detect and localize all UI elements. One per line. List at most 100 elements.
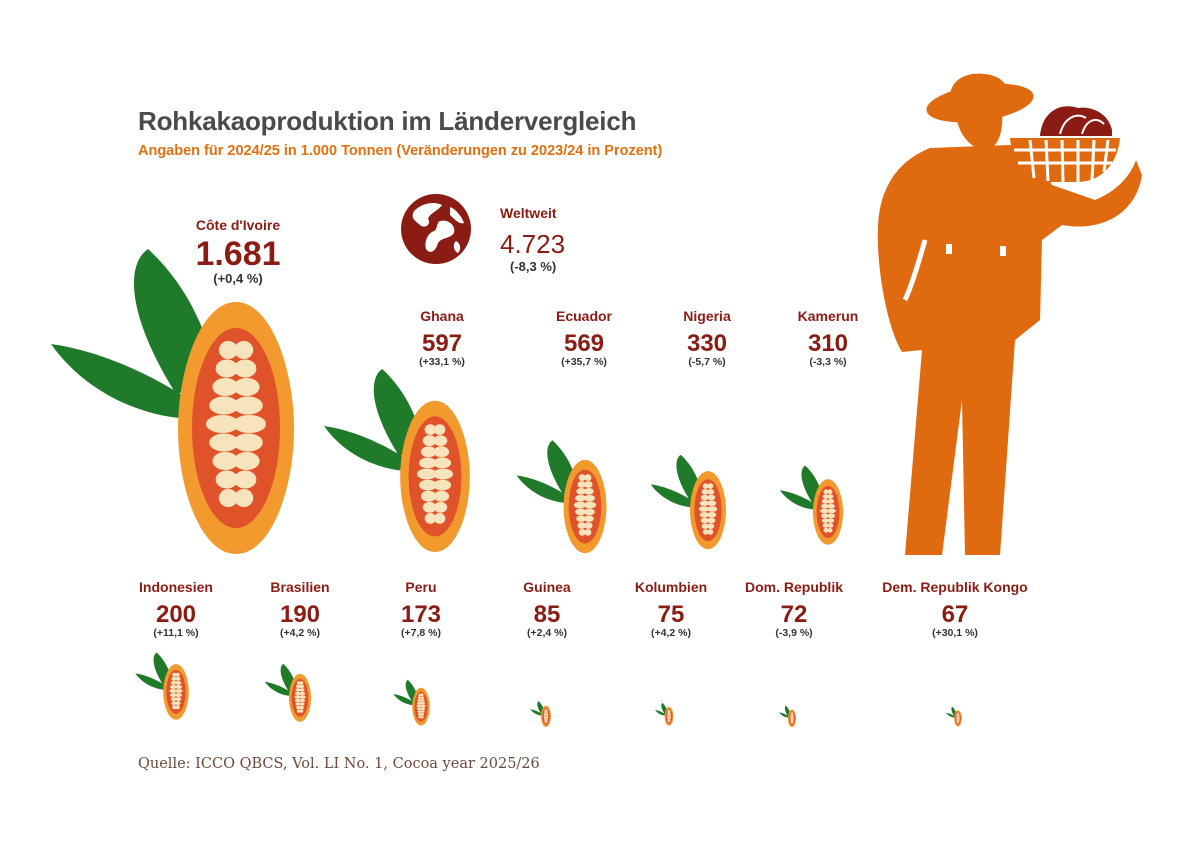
pod-leaf-lower [135,673,168,690]
pod-leaf-lower [393,694,415,706]
pod-highlights [1059,114,1105,135]
pod-beans [698,483,718,535]
country-name: Ghana [420,308,464,324]
cocoa-pod-mark [530,701,551,728]
country-change: (+4,2 %) [280,627,320,639]
pod-leaf-lower [51,344,196,419]
pod-beans [820,489,836,533]
country-change: (+33,1 %) [419,356,465,368]
cocoa-pod-mark [779,465,844,545]
page-title: Rohkakaoproduktion im Ländervergleich [138,106,637,136]
farmer-arm-line [902,239,928,302]
pod-leaf-lower [650,484,696,508]
country-change: (-5,7 %) [688,356,726,368]
country-name: Guinea [523,579,571,595]
country-change: (+4,2 %) [651,627,691,639]
country-name: Kolumbien [634,579,708,595]
cocoa-pod-mark [393,679,430,726]
overall-button-left [946,244,952,254]
pod-beans [416,693,426,719]
cocoa-pod-mark [51,249,294,554]
cocoa-pod-mark [650,454,726,550]
country-label-block: Ghana 597 (+33,1 %) [419,308,465,368]
cocoa-pod-mark [945,706,962,727]
worldwide-label-block: Weltweit 4.723 (-8,3 %) [500,205,565,274]
country-value: 1.681 [195,235,281,273]
pod-beans [573,474,597,536]
country-name: Indonesien [139,579,213,595]
source-note: Quelle: ICCO QBCS, Vol. LI No. 1, Cocoa … [138,756,540,772]
cocoa-pods [51,249,962,728]
pod-beans [206,341,266,507]
cocoa-pod-mark [135,652,189,720]
worldwide-change: (-8,3 %) [510,259,557,274]
pod-beans [417,424,453,524]
country-change: (+7,8 %) [401,627,441,639]
country-value: 72 [780,601,808,628]
country-value: 190 [279,601,321,628]
cocoa-pod-mark [516,440,607,554]
pod-beans [543,708,549,724]
worldwide-label: Weltweit [500,205,557,221]
globe-icon [401,194,471,264]
pod-leaf-lower [530,709,543,716]
pod-leaf-lower [324,426,411,471]
country-name: Côte d'Ivoire [195,217,281,233]
country-label-block: Dem. Republik Kongo 67 (+30,1 %) [882,579,1027,639]
page-subtitle: Angaben für 2024/25 in 1.000 Tonnen (Ver… [138,143,663,159]
country-label-block: Nigeria 330 (-5,7 %) [683,308,730,368]
country-value: 67 [941,601,969,628]
country-change: (+35,7 %) [561,356,607,368]
country-label-block: Dom. Republik 72 (-3,9 %) [745,579,843,639]
country-name: Kamerun [797,308,859,324]
farmer-head [955,108,1003,150]
country-name: Dom. Republik [744,579,844,595]
country-label-block: Indonesien 200 (+11,1 %) [139,579,213,639]
farmer-body [877,145,1142,555]
cocoa-farmer-illustration [877,73,1142,555]
cocoa-pod-mark [324,369,470,552]
country-value: 310 [807,330,849,357]
pod-leaf-lower [655,710,666,716]
basket-cocoa-pods [1040,106,1112,136]
country-change: (-3,3 %) [809,356,847,368]
country-value: 75 [657,601,685,628]
country-label-block: Côte d'Ivoire 1.681 (+0,4 %) [195,217,280,286]
cocoa-pod-mark [655,702,674,726]
pod-beans [956,712,960,724]
country-label-block: Kolumbien 75 (+4,2 %) [635,579,707,639]
country-value: 330 [686,330,728,357]
overall-button-right [1000,246,1006,256]
pod-leaf-lower [779,712,790,718]
globe-continents [412,203,464,253]
country-change: (+11,1 %) [153,627,199,639]
pod-beans [666,709,672,723]
cocoa-pod-mark [779,705,797,728]
country-change: (-3,9 %) [775,627,813,639]
country-name: Brasilien [270,579,330,595]
basket-weave [1014,139,1116,183]
country-value: 85 [533,601,561,628]
country-label-block: Ecuador 569 (+35,7 %) [556,308,612,368]
country-label-block: Guinea 85 (+2,4 %) [523,579,570,639]
country-value: 200 [155,601,197,628]
pod-leaf-lower [945,712,956,718]
cocoa-pod-mark [264,663,312,722]
country-value: 569 [563,330,605,357]
pod-leaf-lower [779,490,818,510]
pod-beans [294,681,306,713]
country-label-block: Peru 173 (+7,8 %) [401,579,441,639]
pod-beans [789,712,795,724]
country-name: Dem. Republik Kongo [882,579,1028,595]
country-change: (+30,1 %) [932,627,978,639]
country-value: 173 [400,601,442,628]
country-label-block: Kamerun 310 (-3,3 %) [798,308,859,368]
country-name: Ecuador [555,308,613,324]
pod-leaf-lower [516,475,571,504]
pod-leaf-lower [264,681,293,697]
country-name: Nigeria [683,308,731,324]
country-change: (+2,4 %) [527,627,567,639]
worldwide-value: 4.723 [500,229,566,259]
country-change: (+0,4 %) [213,271,263,286]
